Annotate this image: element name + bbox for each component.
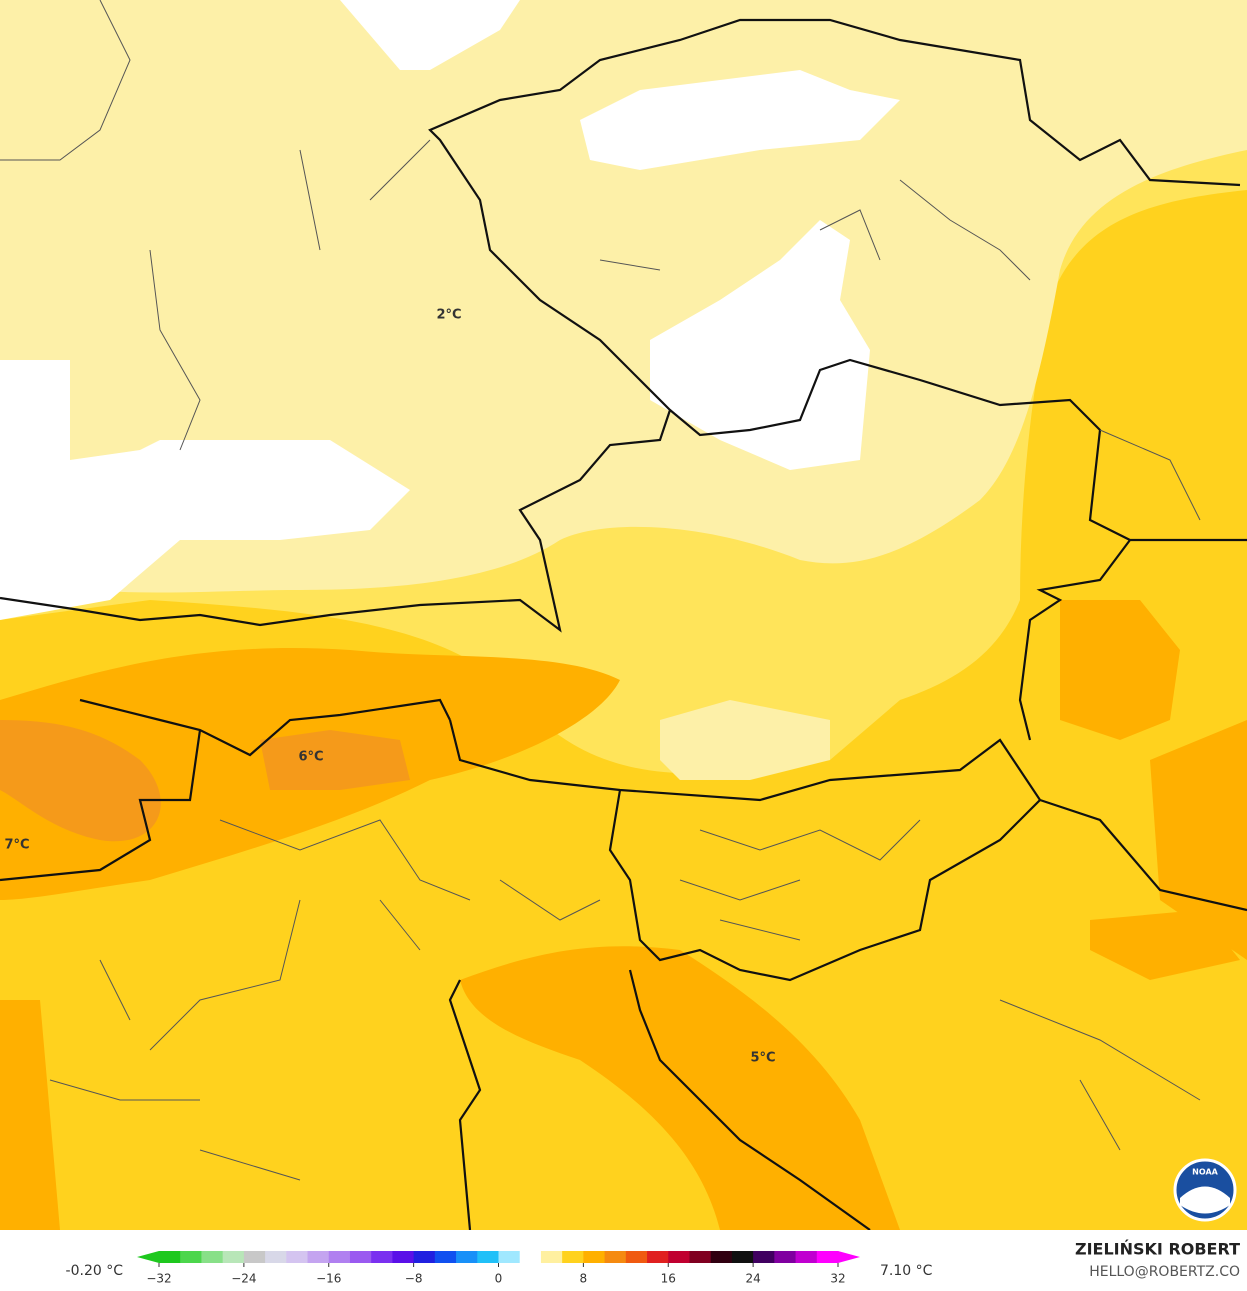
colorbar-segment xyxy=(562,1251,584,1263)
colorbar-segment xyxy=(477,1251,499,1263)
colorbar-segment xyxy=(774,1251,797,1263)
colorbar-tick-label: −24 xyxy=(231,1272,256,1286)
isotherm-label: 6°C xyxy=(298,750,323,765)
colorbar-end xyxy=(137,1251,159,1263)
colorbar-tick-label: 32 xyxy=(830,1272,845,1286)
colorbar-segment xyxy=(647,1251,669,1263)
colorbar-segment xyxy=(307,1251,330,1263)
colorbar-segment xyxy=(668,1251,690,1263)
labels: 2°C 6°C 7°C 5°C xyxy=(4,308,775,1066)
colorbar-segment xyxy=(434,1251,457,1263)
admin-border xyxy=(0,0,1201,1181)
colorbar-segment xyxy=(689,1251,712,1263)
logo-text: NOAA xyxy=(1192,1168,1218,1177)
isotherm-label: 7°C xyxy=(4,838,29,853)
colorbar-segment xyxy=(519,1251,542,1263)
colorbar-segment xyxy=(604,1251,627,1263)
colorbar-tick-label: −16 xyxy=(316,1272,341,1286)
colorbar-segment xyxy=(583,1251,606,1263)
isotherm-label: 5°C xyxy=(750,1051,775,1066)
colorbar-segment xyxy=(413,1251,436,1263)
credit-name: ZIELIŃSKI ROBERT xyxy=(1075,1240,1240,1259)
colorbar-tick-label: −32 xyxy=(146,1272,171,1286)
country-border xyxy=(448,358,1247,912)
colorbar-end xyxy=(838,1251,860,1263)
zone-pale xyxy=(660,700,830,780)
colorbar-segment xyxy=(625,1251,648,1263)
country-border xyxy=(0,18,1241,633)
colorbar-segment xyxy=(328,1251,351,1263)
colorbar-tick-label: −8 xyxy=(405,1272,423,1286)
colorbar-segment xyxy=(731,1251,754,1263)
zone-white xyxy=(340,0,520,70)
colorbar-segment xyxy=(753,1251,775,1263)
isotherm-label: 2°C xyxy=(436,308,461,323)
country-border xyxy=(0,698,1041,1231)
zone-deep-orange xyxy=(0,720,410,842)
colorbar-segment xyxy=(498,1251,521,1263)
colorbar-segment xyxy=(243,1251,266,1263)
colorbar-segment xyxy=(540,1251,563,1263)
colorbar-segment xyxy=(349,1251,372,1263)
zone-orange xyxy=(460,946,900,1230)
zone-white xyxy=(650,220,870,470)
zone-white xyxy=(0,360,410,620)
credit-email: HELLO@ROBERTZ.CO xyxy=(1089,1264,1240,1280)
zone-white xyxy=(580,70,900,170)
colorbar-segment xyxy=(456,1251,478,1263)
colorbar-segment xyxy=(816,1251,839,1263)
colorbar: −32 −24 −16 −8 0 8 16 24 32 xyxy=(137,1251,860,1286)
colorbar-tick-label: 24 xyxy=(745,1272,760,1286)
colorbar-tick-label: 8 xyxy=(580,1272,588,1286)
colorbar-segment xyxy=(286,1251,309,1263)
colorbar-segment xyxy=(222,1251,245,1263)
colorbar-segment xyxy=(392,1251,415,1263)
colorbar-segment xyxy=(159,1251,181,1263)
colorbar-tick-label: 0 xyxy=(495,1272,503,1286)
logo-wave xyxy=(1180,1186,1230,1214)
colorbar-segment xyxy=(201,1251,224,1263)
colorbar-segment xyxy=(710,1251,733,1263)
colorbar-segment xyxy=(265,1251,287,1263)
colorbar-tick-label: 16 xyxy=(661,1272,676,1286)
colorbar-min: -0.20 °C xyxy=(66,1263,124,1279)
colorbar-segment xyxy=(371,1251,393,1263)
colorbar-segment xyxy=(795,1251,818,1263)
colorbar-segment xyxy=(180,1251,202,1263)
colorbar-max: 7.10 °C xyxy=(880,1263,933,1279)
zone-orange xyxy=(0,600,1247,1230)
